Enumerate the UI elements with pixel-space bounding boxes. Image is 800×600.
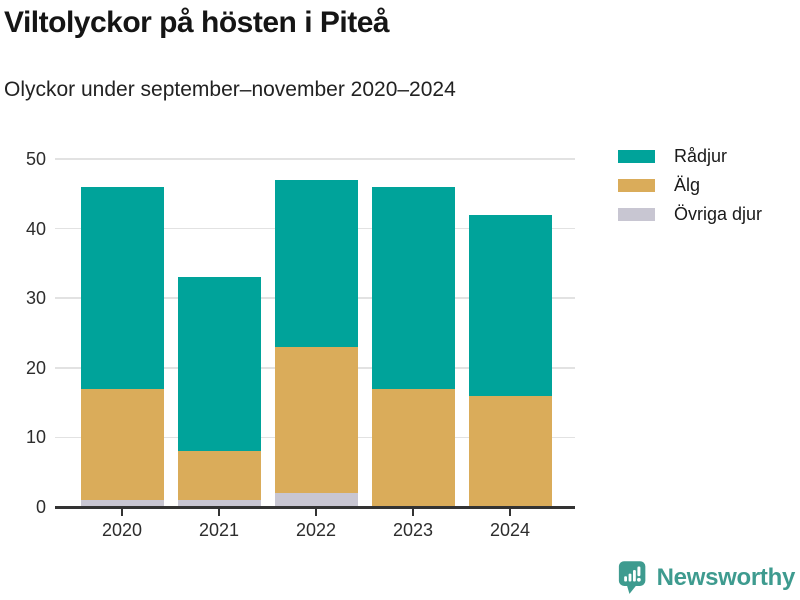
chart-title: Viltolyckor på hösten i Piteå bbox=[4, 6, 390, 39]
bar-segment-älg-2021 bbox=[177, 451, 261, 501]
y-axis-tick-label: 20 bbox=[25, 357, 46, 378]
bar-segment-rådjur-2021 bbox=[177, 277, 261, 452]
x-axis-tick-label: 2021 bbox=[198, 520, 240, 540]
y-axis-tick-label: 40 bbox=[25, 218, 46, 239]
legend-swatch bbox=[618, 208, 655, 221]
legend-swatch bbox=[618, 150, 655, 163]
bar-segment-rådjur-2023 bbox=[371, 186, 455, 389]
newsworthy-icon bbox=[618, 561, 645, 594]
bar-segment-älg-2022 bbox=[274, 346, 358, 494]
legend-item-älg: Älg bbox=[618, 175, 762, 195]
x-axis-tick-label: 2023 bbox=[392, 520, 434, 540]
y-axis-tick-label: 10 bbox=[25, 427, 46, 448]
legend-label: Älg bbox=[674, 175, 701, 195]
bar-segment-älg-2024 bbox=[468, 395, 552, 507]
y-axis-tick-label: 0 bbox=[35, 497, 46, 517]
x-axis-tick bbox=[412, 509, 414, 516]
legend-swatch bbox=[618, 179, 655, 192]
x-axis-tick-label: 2020 bbox=[101, 520, 143, 540]
x-axis-tick-label: 2022 bbox=[295, 520, 337, 540]
bar-segment-rådjur-2020 bbox=[80, 186, 164, 389]
x-axis-tick bbox=[315, 509, 317, 516]
bar-segment-rådjur-2024 bbox=[468, 214, 552, 396]
legend-label: Övriga djur bbox=[674, 204, 763, 224]
chart-subtitle: Olyckor under september–november 2020–20… bbox=[4, 78, 456, 101]
y-axis-tick-label: 30 bbox=[25, 288, 46, 309]
x-axis-tick-label: 2024 bbox=[489, 520, 531, 540]
x-axis-tick bbox=[218, 509, 220, 516]
x-axis-baseline bbox=[55, 506, 575, 509]
legend-item-rådjur: Rådjur bbox=[618, 146, 762, 166]
gridline-y-50 bbox=[55, 158, 575, 160]
x-axis-tick bbox=[509, 509, 511, 516]
bar-segment-övriga-djur-2021 bbox=[177, 500, 261, 507]
newsworthy-logo: Newsworthy bbox=[618, 560, 795, 596]
y-axis-tick-label: 50 bbox=[25, 149, 46, 169]
newsworthy-wordmark: Newsworthy bbox=[656, 564, 796, 591]
bar-segment-rådjur-2022 bbox=[274, 179, 358, 347]
bar-segment-övriga-djur-2020 bbox=[80, 500, 164, 507]
chart-legend: Rådjur Älg Övriga djur bbox=[618, 146, 763, 235]
x-axis-tick bbox=[121, 509, 123, 516]
bar-segment-övriga-djur-2022 bbox=[274, 493, 358, 507]
legend-item-övriga-djur: Övriga djur bbox=[618, 204, 763, 224]
bar-segment-älg-2023 bbox=[371, 388, 455, 507]
bar-segment-älg-2020 bbox=[80, 388, 164, 501]
legend-label: Rådjur bbox=[674, 146, 728, 166]
